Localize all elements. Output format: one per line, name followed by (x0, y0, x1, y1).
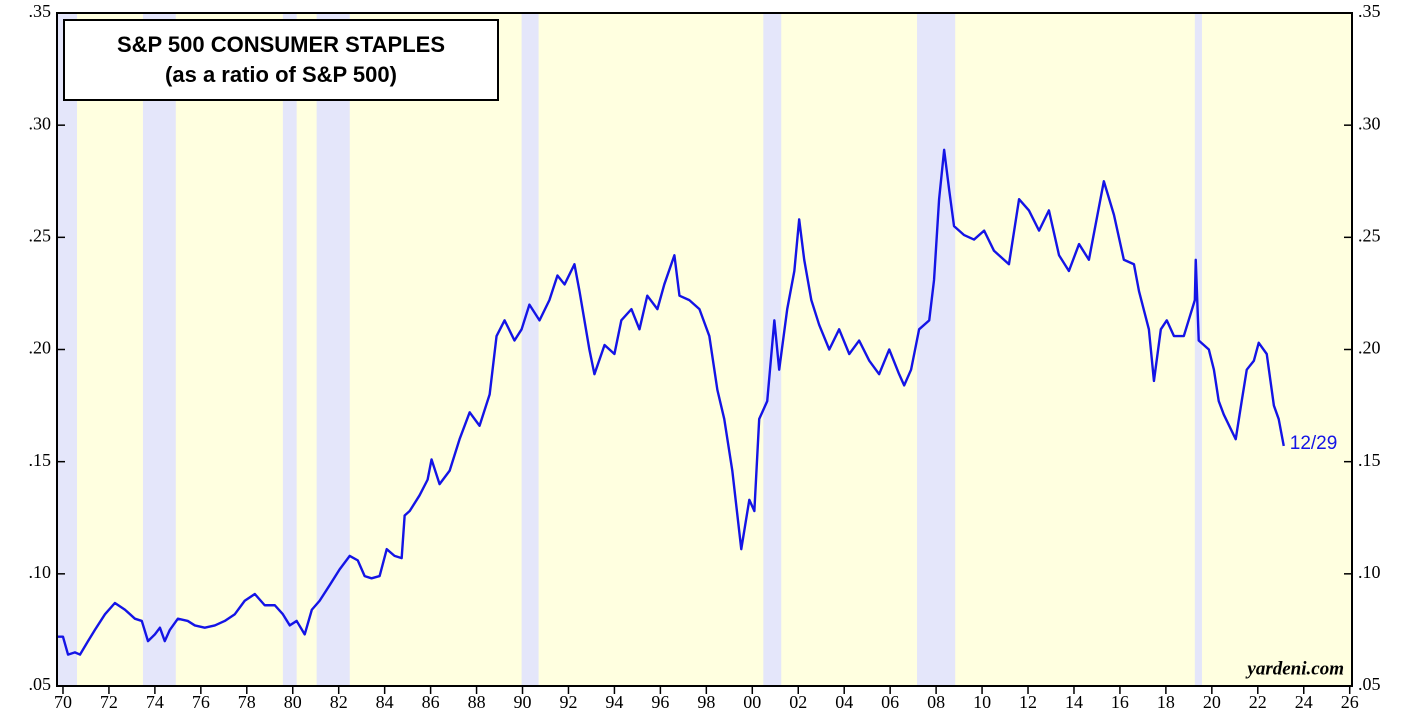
x-tick-label: 00 (743, 692, 761, 712)
y-tick-label: .30 (29, 113, 52, 133)
y2-tick-label: .10 (1358, 562, 1381, 582)
x-tick-label: 24 (1295, 692, 1313, 712)
x-tick-label: 96 (651, 692, 669, 712)
x-tick-label: 78 (238, 692, 256, 712)
y2-tick-label: .20 (1358, 338, 1381, 358)
x-tick-label: 74 (146, 692, 164, 712)
x-tick-label: 08 (927, 692, 945, 712)
x-tick-label: 80 (284, 692, 302, 712)
x-tick-label: 82 (330, 692, 348, 712)
x-tick-label: 02 (789, 692, 807, 712)
x-tick-label: 26 (1341, 692, 1359, 712)
recession-band (142, 13, 176, 686)
x-tick-label: 10 (973, 692, 991, 712)
y2-tick-label: .35 (1358, 1, 1381, 21)
chart-title: S&P 500 CONSUMER STAPLES (117, 32, 445, 57)
x-tick-label: 90 (514, 692, 532, 712)
x-tick-label: 18 (1157, 692, 1175, 712)
x-tick-label: 70 (54, 692, 72, 712)
x-tick-label: 88 (468, 692, 486, 712)
x-tick-label: 06 (881, 692, 899, 712)
recession-band (282, 13, 297, 686)
x-tick-label: 98 (697, 692, 715, 712)
y2-tick-label: .30 (1358, 113, 1381, 133)
y-tick-label: .25 (29, 225, 52, 245)
x-tick-label: 72 (100, 692, 118, 712)
y-tick-label: .10 (29, 562, 52, 582)
y-tick-label: .20 (29, 338, 52, 358)
x-tick-label: 16 (1111, 692, 1129, 712)
x-tick-label: 94 (605, 692, 623, 712)
x-tick-label: 92 (559, 692, 577, 712)
y2-tick-label: .05 (1358, 674, 1381, 694)
y-tick-label: .15 (29, 450, 52, 470)
source-label: yardeni.com (1245, 658, 1344, 679)
recession-band (57, 13, 77, 686)
recession-band (316, 13, 350, 686)
x-tick-label: 14 (1065, 692, 1083, 712)
recession-band (917, 13, 956, 686)
y-tick-label: .35 (29, 1, 52, 21)
y-tick-label: .05 (29, 674, 52, 694)
y2-tick-label: .15 (1358, 450, 1381, 470)
plot-background (57, 13, 1352, 686)
recession-band (1194, 13, 1202, 686)
chart-subtitle: (as a ratio of S&P 500) (165, 62, 397, 87)
y2-tick-label: .25 (1358, 225, 1381, 245)
x-tick-label: 76 (192, 692, 210, 712)
x-tick-label: 12 (1019, 692, 1037, 712)
end-label: 12/29 (1290, 433, 1338, 454)
x-tick-label: 20 (1203, 692, 1221, 712)
x-tick-label: 04 (835, 692, 853, 712)
title-box (63, 19, 499, 101)
x-tick-label: 22 (1249, 692, 1267, 712)
x-tick-label: 86 (422, 692, 440, 712)
plot-area: .05 .05 .10 .10 .15 .15 .20 .20 .25 .25 .30 .30 .35.… (29, 1, 1381, 712)
recession-band (521, 13, 539, 686)
data-line (57, 148, 1285, 656)
plot-frame (56, 12, 1353, 687)
x-tick-label: 84 (376, 692, 394, 712)
